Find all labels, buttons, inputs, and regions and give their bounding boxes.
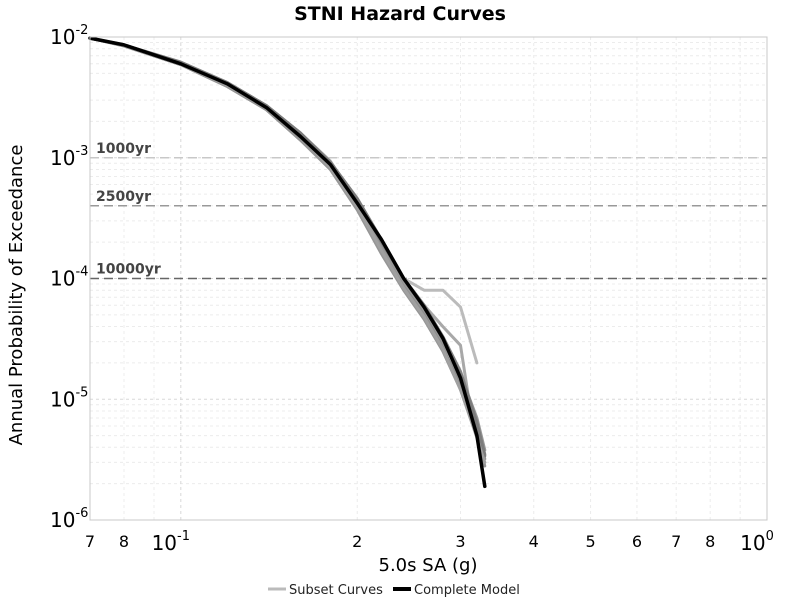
series-subset-curve-6 [88, 36, 487, 468]
legend-label-subset: Subset Curves [289, 583, 383, 598]
x-tick-label: 8 [119, 532, 129, 551]
y-tick-label: 10-6 [50, 506, 88, 532]
x-axis-title: 5.0s SA (g) [379, 555, 478, 576]
y-axis-title: Annual Probability of Exceedance [6, 145, 27, 446]
y-tick-label: 10-3 [50, 144, 88, 170]
x-tick-label: 2 [352, 532, 362, 551]
x-tick-label: 3 [455, 532, 465, 551]
x-tick-label: 7 [85, 532, 95, 551]
chart-title: STNI Hazard Curves [294, 3, 506, 25]
x-tick-label: 7 [671, 532, 681, 551]
hazard-curves [88, 36, 487, 489]
return-period-label-1000yr: 1000yr [96, 141, 151, 157]
legend-label-complete: Complete Model [414, 583, 520, 598]
return-period-label-10000yr: 10000yr [96, 262, 161, 278]
legend: Subset Curves Complete Model [268, 583, 520, 598]
x-tick-label: 4 [529, 532, 539, 551]
y-tick-label: 10-4 [50, 265, 88, 291]
x-tick-label: 5 [585, 532, 595, 551]
y-tick-label: 10-2 [50, 23, 88, 49]
series-subset-curve-3 [88, 36, 487, 452]
series-subset-curve-7 [88, 36, 487, 458]
series-subset-curve-4 [88, 36, 487, 461]
plot-frame [89, 36, 768, 521]
x-tick-label: 8 [705, 532, 715, 551]
x-axis-ticks: 7 8 2 3 4 5 6 7 8 10-1 100 [85, 529, 774, 555]
return-period-label-2500yr: 2500yr [96, 189, 151, 205]
x-tick-label: 6 [632, 532, 642, 551]
y-tick-label: 10-5 [50, 385, 88, 411]
series-subset-curve-2 [88, 36, 471, 401]
x-tick-label-major: 10-1 [152, 529, 190, 555]
x-tick-label-major: 100 [740, 529, 774, 555]
return-period-lines: 1000yr 2500yr 10000yr [90, 141, 767, 280]
series-subset-curve-8 [88, 36, 487, 464]
series-subset-curve-5 [88, 36, 487, 456]
y-axis-ticks: 10-2 10-3 10-4 10-5 10-6 [50, 23, 88, 532]
series-complete-model [88, 36, 487, 489]
